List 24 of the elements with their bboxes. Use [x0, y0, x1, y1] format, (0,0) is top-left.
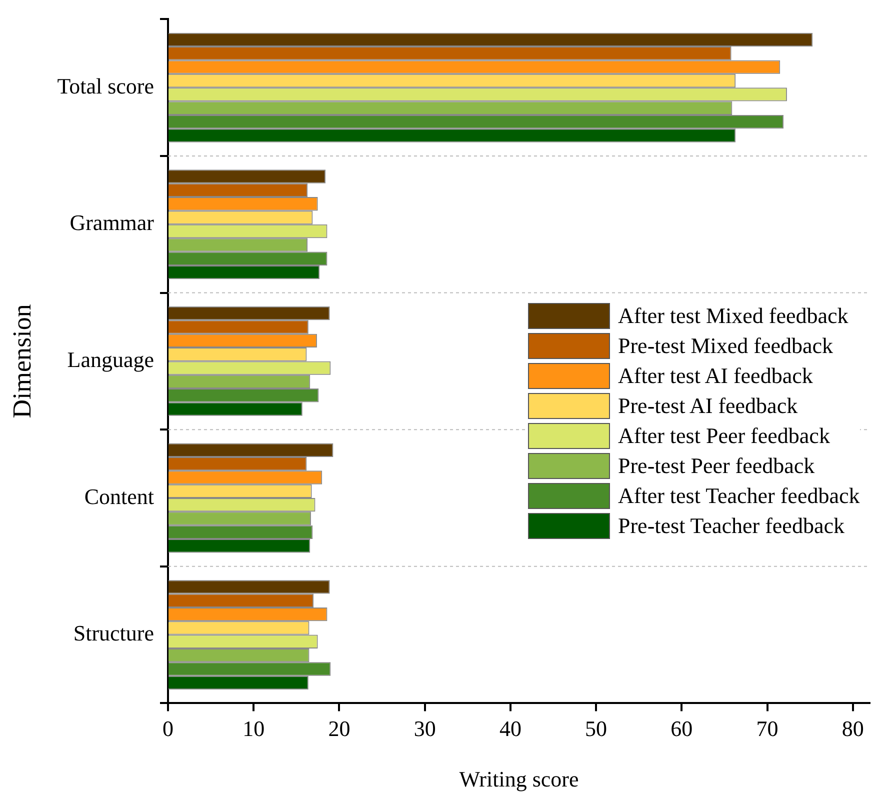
- x-tick-label: 30: [414, 716, 436, 742]
- y-tick-label: Total score: [57, 73, 154, 98]
- y-tick-label: Grammar: [70, 210, 155, 236]
- x-tick-label: 10: [242, 716, 265, 742]
- legend-label: After test Teacher feedback: [618, 483, 860, 510]
- y-tick-label: Structure: [73, 620, 154, 646]
- x-tick-label: 70: [756, 716, 778, 742]
- legend-label: After test AI feedback: [618, 363, 813, 390]
- legend-label: Pre-test AI feedback: [618, 393, 798, 420]
- legend-label: Pre-test Peer feedback: [618, 453, 815, 480]
- legend-label: Pre-test Teacher feedback: [618, 513, 844, 540]
- y-tick-label: Content: [84, 484, 154, 509]
- x-tick-label: 50: [585, 716, 608, 742]
- legend-label: After test Mixed feedback: [618, 303, 848, 330]
- x-tick-label: 20: [328, 716, 350, 742]
- x-tick-label: 40: [499, 716, 522, 742]
- y-axis-title: Dimension: [7, 304, 36, 418]
- x-tick-label: 60: [670, 716, 693, 742]
- x-tick-label: 80: [842, 716, 864, 742]
- legend-label: After test Peer feedback: [618, 423, 830, 450]
- x-tick-label: 0: [162, 716, 174, 742]
- y-tick-label: Language: [67, 346, 154, 372]
- x-axis-title: Writing score: [459, 766, 579, 792]
- legend-label: Pre-test Mixed feedback: [618, 333, 834, 360]
